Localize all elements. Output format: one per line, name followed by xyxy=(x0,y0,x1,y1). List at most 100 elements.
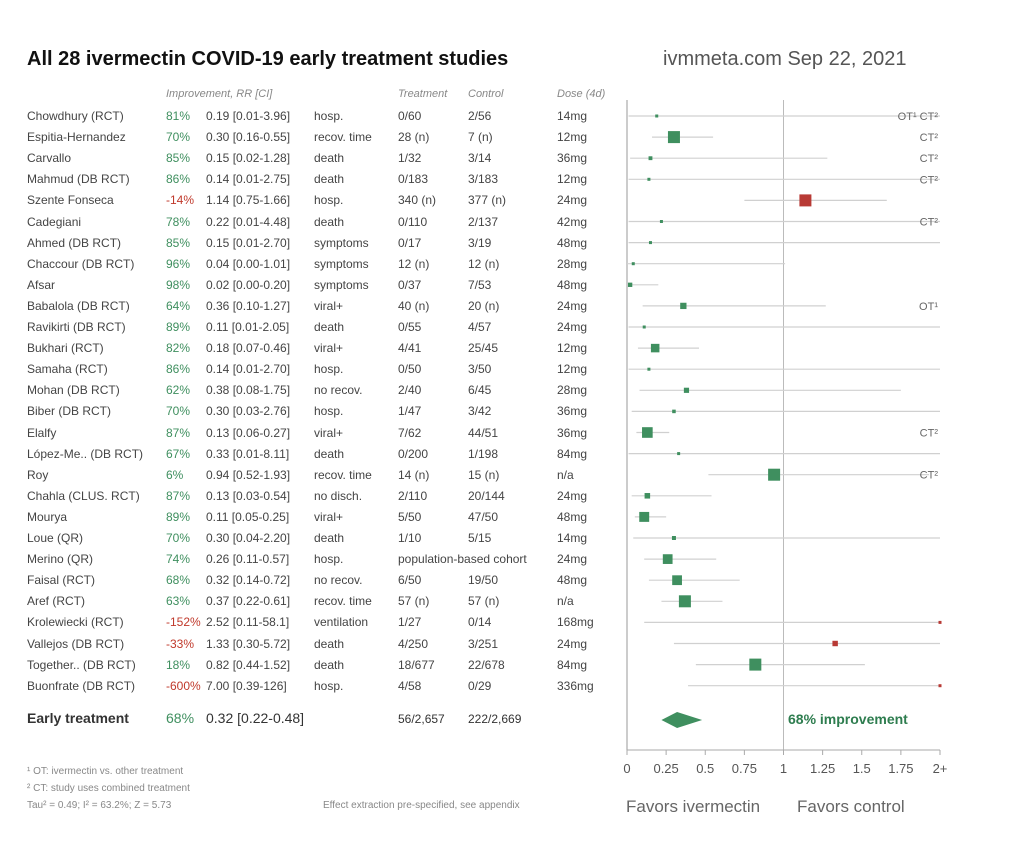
table-row: Vallejos (DB RCT) -33% 1.33 [0.30-5.72] dea… xyxy=(0,634,620,655)
table-row: Afsar 98% 0.02 [0.00-0.20] symptoms 0/37 7/53… xyxy=(0,275,620,296)
table-row: Szente Fonseca -14% 1.14 [0.75-1.66] hosp. 3… xyxy=(0,190,620,211)
control-count: 0/29 xyxy=(468,678,492,693)
treatment-count: 0/50 xyxy=(398,362,422,377)
outcome: hosp. xyxy=(314,193,344,208)
x-tick-label: 0.5 xyxy=(696,761,714,776)
outcome: viral+ xyxy=(314,509,344,524)
header-dose: Dose (4d) xyxy=(557,88,606,100)
study-note: CT² xyxy=(920,132,939,144)
dose: 24mg xyxy=(557,193,588,208)
risk-ratio: 0.13 [0.06-0.27] xyxy=(206,425,291,440)
effect-marker xyxy=(648,241,652,245)
study-name: Chowdhury (RCT) xyxy=(27,109,124,123)
effect-marker xyxy=(671,536,676,540)
treatment-count: 1/27 xyxy=(398,615,422,630)
study-name: Together.. (DB RCT) xyxy=(27,657,136,672)
risk-ratio: 0.13 [0.03-0.54] xyxy=(206,488,291,503)
effect-marker xyxy=(672,575,682,586)
control-count: 2/56 xyxy=(468,109,492,123)
dose: 24mg xyxy=(557,298,588,313)
outcome: recov. time xyxy=(314,467,372,482)
risk-ratio: 0.11 [0.01-2.05] xyxy=(206,320,290,334)
treatment-count: 0/55 xyxy=(398,320,422,334)
risk-ratio: 1.33 [0.30-5.72] xyxy=(206,636,291,651)
study-name: Biber (DB RCT) xyxy=(27,404,112,419)
control-count: 5/15 xyxy=(468,531,492,545)
improvement-pct: 86% xyxy=(166,172,191,187)
study-note: CT² xyxy=(920,470,939,482)
risk-ratio: 0.15 [0.01-2.70] xyxy=(206,235,291,250)
treatment-count: 57 (n) xyxy=(398,594,430,609)
treatment-count: 14 (n) xyxy=(398,467,430,482)
control-count: 19/50 xyxy=(468,573,499,588)
x-tick-label: 0 xyxy=(623,761,630,776)
risk-ratio: 1.14 [0.75-1.66] xyxy=(206,193,291,208)
study-name: Szente Fonseca xyxy=(27,193,114,208)
table-row: López-Me.. (DB RCT) 67% 0.33 [0.01-8.11] de… xyxy=(0,444,620,465)
table-row: Mahmud (DB RCT) 86% 0.14 [0.01-2.75] death 0… xyxy=(0,169,620,190)
study-note: CT² xyxy=(920,428,939,440)
study-name: Buonfrate (DB RCT) xyxy=(27,678,136,693)
treatment-count: 0/37 xyxy=(398,277,422,292)
table-row: Chowdhury (RCT) 81% 0.19 [0.01-3.96] hosp. 0… xyxy=(0,106,620,127)
outcome: hosp. xyxy=(314,404,344,419)
table-row: Faisal (RCT) 68% 0.32 [0.14-0.72] no recov.… xyxy=(0,570,620,591)
improvement-pct: 85% xyxy=(166,235,191,250)
pooled-diamond xyxy=(661,712,703,728)
control-count: 3/183 xyxy=(468,172,499,187)
table-row: Chahla (CLUS. RCT) 87% 0.13 [0.03-0.54] no … xyxy=(0,486,620,507)
dose: n/a xyxy=(557,594,574,609)
improvement-pct: 18% xyxy=(166,657,191,672)
treatment-count: 0/183 xyxy=(398,172,429,187)
risk-ratio: 0.33 [0.01-8.11] xyxy=(206,446,290,461)
treatment-count: 4/41 xyxy=(398,341,422,356)
treatment-count: 5/50 xyxy=(398,509,422,524)
outcome: death xyxy=(314,636,345,651)
treatment-count: 40 (n) xyxy=(398,298,430,313)
control-count: 47/50 xyxy=(468,509,499,524)
header-improvement: Improvement, RR [CI] xyxy=(166,88,273,100)
outcome: symptoms xyxy=(314,235,369,250)
risk-ratio: 0.14 [0.01-2.70] xyxy=(206,362,291,377)
dose: 48mg xyxy=(557,573,588,588)
footnote-ot: ¹ OT: ivermectin vs. other treatment xyxy=(27,766,184,777)
outcome: viral+ xyxy=(314,341,344,356)
table-row: Together.. (DB RCT) 18% 0.82 [0.44-1.52] de… xyxy=(0,655,620,676)
risk-ratio: 0.37 [0.22-0.61] xyxy=(206,594,291,609)
control-count: 3/14 xyxy=(468,151,492,166)
footnote-stats: Tau² = 0.49; I² = 63.2%; Z = 5.73 xyxy=(27,800,172,811)
header-treatment: Treatment xyxy=(398,88,448,100)
effect-marker xyxy=(642,427,653,438)
dose: 12mg xyxy=(557,362,588,377)
study-name: Merino (QR) xyxy=(27,552,94,567)
outcome: hosp. xyxy=(314,362,344,377)
improvement-pct: 62% xyxy=(166,383,191,398)
outcome: hosp. xyxy=(314,552,344,567)
header-control: Control xyxy=(468,88,504,100)
risk-ratio: 0.19 [0.01-3.96] xyxy=(206,109,291,123)
study-note: CT² xyxy=(920,217,939,229)
footnote-extraction: Effect extraction pre-specified, see app… xyxy=(323,800,520,811)
control-count: 20 (n) xyxy=(468,298,500,313)
footnote-ct: ² CT: study uses combined treatment xyxy=(27,783,190,794)
site-date: ivmmeta.com Sep 22, 2021 xyxy=(663,48,907,70)
control-count: 3/19 xyxy=(468,235,492,250)
treatment-count: 12 (n) xyxy=(398,256,430,271)
study-name: Elalfy xyxy=(27,425,57,440)
outcome: symptoms xyxy=(314,256,369,271)
effect-marker xyxy=(938,684,942,688)
table-row: Bukhari (RCT) 82% 0.18 [0.07-0.46] viral+ 4/… xyxy=(0,338,620,359)
treatment-count: 2/40 xyxy=(398,383,422,398)
control-count: 15 (n) xyxy=(468,467,500,482)
effect-marker xyxy=(662,554,673,564)
summary-rr: 0.32 [0.22-0.48] xyxy=(206,710,305,726)
outcome: death xyxy=(314,657,345,672)
treatment-count: 7/62 xyxy=(398,425,422,440)
outcome: death xyxy=(314,531,345,545)
table-row: Mourya 89% 0.11 [0.05-0.25] viral+ 5/50 47/50… xyxy=(0,507,620,528)
dose: n/a xyxy=(557,467,574,482)
study-note: CT² xyxy=(920,174,939,186)
improvement-pct: 64% xyxy=(166,298,191,313)
dose: 24mg xyxy=(557,488,588,503)
control-count: 377 (n) xyxy=(468,193,507,208)
